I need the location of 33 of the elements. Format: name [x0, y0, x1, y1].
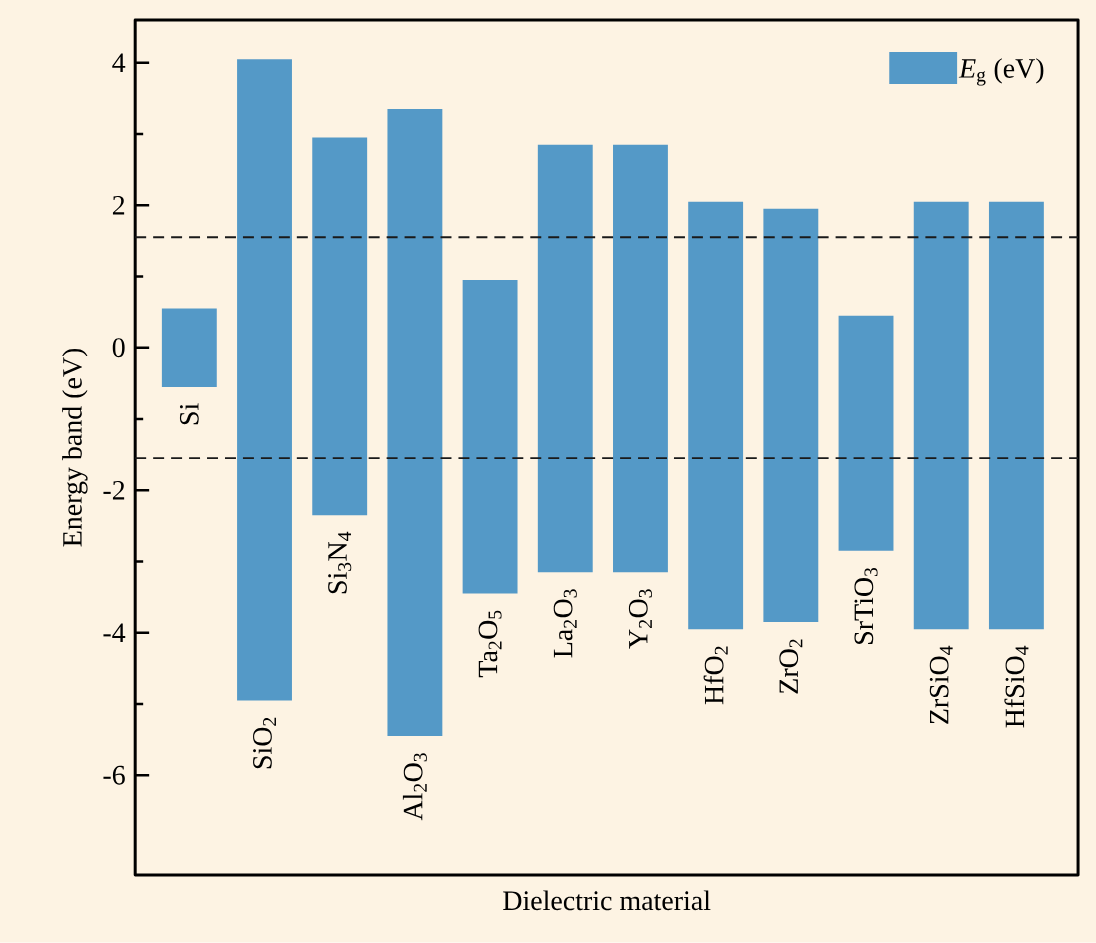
bar [462, 280, 518, 594]
x-tick-label: SrTiO$_{3}$ [854, 568, 878, 644]
bar [763, 208, 819, 623]
x-tick-label: SiO$_{2}$ [253, 717, 276, 769]
bar [613, 144, 668, 573]
bar [312, 137, 368, 516]
x-tick-label: ZrO$_{2}$ [779, 639, 803, 694]
y-tick-label: -6 [103, 765, 125, 785]
x-tick-label: Al$_{2}$O$_{3}$ [402, 753, 427, 821]
y-tick-label: -2 [103, 481, 125, 500]
x-tick-label: Si [179, 403, 199, 425]
bar [237, 59, 292, 701]
y-tick-label: 0 [112, 338, 125, 358]
legend-label: E$_{g}$ (eV) [958, 58, 1044, 86]
x-tick-label: HfSiO$_{4}$ [1004, 645, 1029, 728]
bar [913, 201, 969, 630]
x-tick-label: Y$_{2}$O$_{3}$ [628, 589, 653, 649]
y-tick-label: -4 [103, 623, 126, 642]
bar [161, 308, 217, 387]
y-axis-title: Energy band (eV) [62, 348, 88, 547]
bar [838, 315, 894, 551]
x-tick-label: Ta$_{2}$O$_{5}$ [478, 610, 502, 678]
x-tick-label: La$_{2}$O$_{3}$ [553, 589, 577, 658]
x-tick-label: HfO$_{2}$ [703, 646, 728, 705]
x-axis-title: Dielectric material [503, 890, 711, 911]
bar [537, 144, 593, 573]
bar [688, 201, 744, 630]
y-tick-label: 4 [112, 53, 126, 72]
x-tick-label: ZrSiO$_{4}$ [929, 645, 953, 724]
y-tick-label: 2 [112, 196, 125, 215]
bar [988, 201, 1044, 630]
x-tick-label: Si$_{3}$N$_{4}$ [328, 531, 352, 594]
bar [387, 109, 443, 737]
